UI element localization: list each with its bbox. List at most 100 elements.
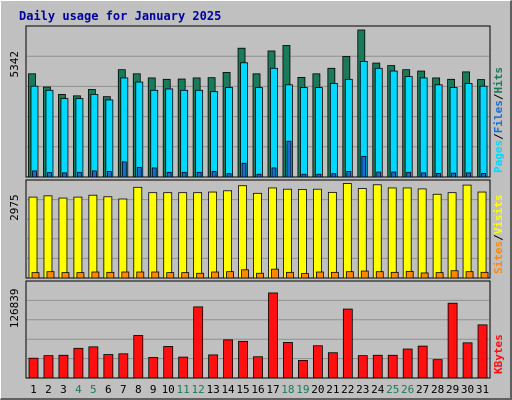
files-bar [256,173,262,178]
sites-bar [435,272,444,279]
pages-bar [45,89,54,178]
files-bar [211,171,217,178]
files-bar [406,171,412,178]
sites-bar [61,272,70,279]
kbytes-bar [133,335,144,379]
files-bar [121,161,127,178]
files-bar [361,155,367,178]
day-tick-label: 28 [431,383,444,396]
series-label-part: / [492,133,505,140]
kbytes-bar [298,360,308,379]
sites-bar [390,271,399,279]
day-tick-label: 11 [177,383,190,396]
kbytes-bar [253,356,263,379]
day-tick-label: 4 [75,383,82,396]
files-bar [286,140,292,178]
files-bar [91,170,97,178]
sites-bar [121,271,130,279]
visits-bar [193,192,203,279]
day-tick-label: 23 [356,383,369,396]
series-label-part: / [492,93,505,100]
panel-2-series-label: Sites/Visits [492,195,505,275]
kbytes-bar [193,306,204,379]
visits-bar [327,191,337,279]
sites-bar [46,271,55,279]
pages-bar [75,98,84,178]
pages-bar [389,70,398,178]
files-bar [346,171,352,178]
kbytes-bar [477,324,488,379]
files-bar [391,171,397,178]
sites-bar [315,271,324,279]
kbytes-bar [58,354,69,379]
visits-bar [43,195,53,279]
files-bar [436,173,442,178]
files-bar [376,171,382,178]
day-tick-label: 18 [281,383,294,396]
pages-bar [300,87,308,178]
kbytes-bar [268,292,278,379]
files-bar [181,171,187,178]
sites-bar [375,271,384,279]
visits-bar [357,188,367,279]
kbytes-bar [402,348,413,379]
kbytes-bar [327,352,338,379]
panel-1-ytick-label: 5342 [8,51,21,78]
chart-title: Daily usage for January 2025 [19,9,222,23]
files-bar [451,172,456,178]
kbytes-bar [462,342,473,379]
sites-bar [31,272,40,279]
kbytes-bar [447,302,458,379]
visits-bar [133,186,143,279]
visits-bar [103,196,113,279]
files-bar [481,173,486,178]
visits-bar [477,191,487,279]
day-tick-label: 27 [416,383,429,396]
pages-bar [150,89,159,178]
pages-bar [404,76,413,178]
sites-bar [256,272,264,279]
kbytes-bar [208,354,219,379]
pages-bar [434,84,443,178]
kbytes-bar [73,347,84,379]
files-bar [106,171,112,178]
kbytes-bar [342,308,353,379]
visits-bar [432,193,442,279]
files-bar [466,172,471,178]
sites-bar [286,271,294,279]
files-bar [77,171,82,178]
day-tick-label: 30 [461,383,474,396]
sites-bar [241,269,249,279]
pages-bar [210,91,219,178]
files-bar [47,172,52,178]
panel-1-series-label: Pages/Files/Hits [492,67,505,173]
files-bar [166,171,172,178]
kbytes-bar [372,354,383,379]
pages-bar [255,87,263,178]
day-tick-label: 16 [251,383,264,396]
day-tick-label: 1 [30,383,37,396]
day-tick-label: 31 [476,383,489,396]
series-label-part: Hits [492,67,505,94]
pages-bar [105,99,114,178]
pages-bar [419,77,428,178]
files-bar [331,173,337,178]
day-tick-label: 29 [446,383,459,396]
files-bar [62,172,67,178]
pages-bar [30,85,39,178]
kbytes-bar [312,345,323,379]
pages-bar [464,83,473,178]
kbytes-bar [43,355,54,379]
files-bar [241,162,247,178]
day-tick-label: 9 [150,383,157,396]
sites-bar [181,272,190,279]
sites-bar [480,271,489,279]
pages-bar [60,98,69,178]
sites-bar [211,271,220,279]
pages-bar [165,88,174,178]
files-bar [316,173,322,178]
visits-bar [253,192,262,279]
files-bar [196,171,202,178]
sites-bar [360,270,369,279]
visits-bar [342,183,352,279]
